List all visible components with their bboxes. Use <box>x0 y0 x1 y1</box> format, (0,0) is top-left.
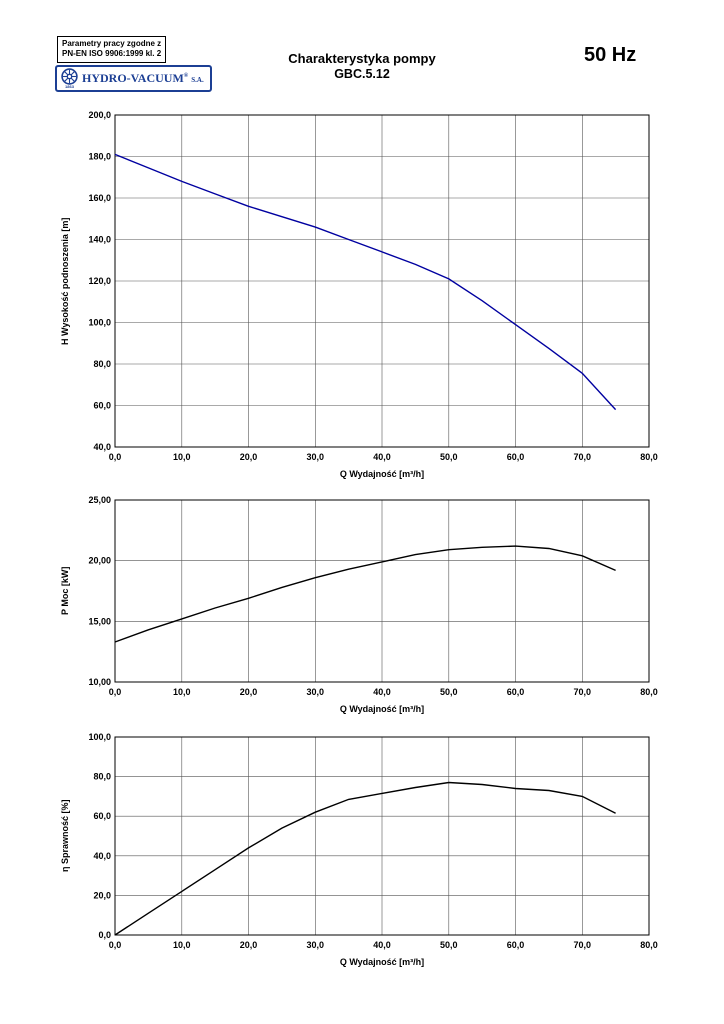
svg-text:70,0: 70,0 <box>574 687 592 697</box>
logo-year: 1863 <box>65 84 74 89</box>
power-chart-y-axis-title: P Moc [kW] <box>60 566 70 616</box>
svg-text:40,0: 40,0 <box>93 442 111 452</box>
svg-text:60,0: 60,0 <box>507 452 525 462</box>
head-chart-y-axis-title: H Wysokość podnoszenia [m] <box>60 217 70 345</box>
company-logo: 1863 HYDRO-VACUUM® S.A. <box>55 65 212 92</box>
svg-text:100,0: 100,0 <box>88 732 111 742</box>
svg-text:20,0: 20,0 <box>240 687 258 697</box>
logo-text: HYDRO-VACUUM® S.A. <box>82 71 204 86</box>
params-note-line2: PN-EN ISO 9906:1999 kl. 2 <box>62 49 162 59</box>
head-chart-x-axis-title: Q Wydajność [m³/h] <box>339 469 425 479</box>
logo-suffix: S.A. <box>191 76 204 84</box>
svg-text:80,0: 80,0 <box>640 687 658 697</box>
logo-emblem-svg <box>61 68 78 85</box>
svg-text:80,0: 80,0 <box>93 772 111 782</box>
efficiency-chart-y-axis-title: η Sprawność [%] <box>60 799 70 873</box>
svg-text:50,0: 50,0 <box>440 940 458 950</box>
svg-text:20,00: 20,00 <box>88 556 111 566</box>
svg-text:10,0: 10,0 <box>173 687 191 697</box>
svg-text:50,0: 50,0 <box>440 687 458 697</box>
svg-text:0,0: 0,0 <box>98 930 111 940</box>
svg-text:40,0: 40,0 <box>373 452 391 462</box>
power-chart-x-axis-title: Q Wydajność [m³/h] <box>339 704 425 714</box>
svg-text:80,0: 80,0 <box>640 940 658 950</box>
svg-text:160,0: 160,0 <box>88 193 111 203</box>
svg-text:10,00: 10,00 <box>88 677 111 687</box>
svg-text:80,0: 80,0 <box>93 359 111 369</box>
svg-text:30,0: 30,0 <box>307 452 325 462</box>
document-title: Charakterystyka pompy GBC.5.12 <box>212 51 512 82</box>
svg-text:0,0: 0,0 <box>109 687 122 697</box>
svg-text:20,0: 20,0 <box>93 890 111 900</box>
svg-text:60,0: 60,0 <box>93 401 111 411</box>
svg-text:10,0: 10,0 <box>173 940 191 950</box>
svg-text:200,0: 200,0 <box>88 110 111 120</box>
svg-text:30,0: 30,0 <box>307 687 325 697</box>
svg-text:180,0: 180,0 <box>88 152 111 162</box>
svg-text:60,0: 60,0 <box>93 811 111 821</box>
head-chart-plot: 0,0 10,0 20,0 30,0 40,0 50,0 60,0 70,0 80,0 40,0 6… <box>88 110 658 462</box>
efficiency-chart-x-axis-title: Q Wydajność [m³/h] <box>339 957 425 967</box>
svg-text:60,0: 60,0 <box>507 940 525 950</box>
svg-text:60,0: 60,0 <box>507 687 525 697</box>
document-title-line2: GBC.5.12 <box>334 66 390 81</box>
power-chart-plot: 0,0 10,0 20,0 30,0 40,0 50,0 60,0 70,0 80,0 10,00… <box>88 495 658 697</box>
svg-text:40,0: 40,0 <box>373 687 391 697</box>
document-title-line1: Charakterystyka pompy <box>288 51 436 66</box>
hydro-vacuum-wheel-icon: 1863 <box>61 68 78 89</box>
svg-text:100,0: 100,0 <box>88 318 111 328</box>
logo-registered-mark: ® <box>183 73 189 79</box>
svg-text:40,0: 40,0 <box>373 940 391 950</box>
svg-text:120,0: 120,0 <box>88 276 111 286</box>
svg-text:15,00: 15,00 <box>88 616 111 626</box>
params-note-line1: Parametry pracy zgodne z <box>62 39 162 48</box>
svg-text:40,0: 40,0 <box>93 851 111 861</box>
frequency-label: 50 Hz <box>584 44 637 66</box>
svg-text:80,0: 80,0 <box>640 452 658 462</box>
svg-text:70,0: 70,0 <box>574 940 592 950</box>
svg-text:0,0: 0,0 <box>109 452 122 462</box>
svg-text:140,0: 140,0 <box>88 235 111 245</box>
svg-text:50,0: 50,0 <box>440 452 458 462</box>
svg-text:25,00: 25,00 <box>88 495 111 505</box>
svg-text:20,0: 20,0 <box>240 452 258 462</box>
svg-text:20,0: 20,0 <box>240 940 258 950</box>
efficiency-chart-plot: 0,0 10,0 20,0 30,0 40,0 50,0 60,0 70,0 80,0 0,0 20… <box>88 732 658 950</box>
svg-text:30,0: 30,0 <box>307 940 325 950</box>
svg-text:70,0: 70,0 <box>574 452 592 462</box>
params-note: Parametry pracy zgodne z PN-EN ISO 9906:… <box>57 36 167 63</box>
logo-name: HYDRO-VACUUM <box>82 71 184 85</box>
svg-text:0,0: 0,0 <box>109 940 122 950</box>
svg-text:10,0: 10,0 <box>173 452 191 462</box>
